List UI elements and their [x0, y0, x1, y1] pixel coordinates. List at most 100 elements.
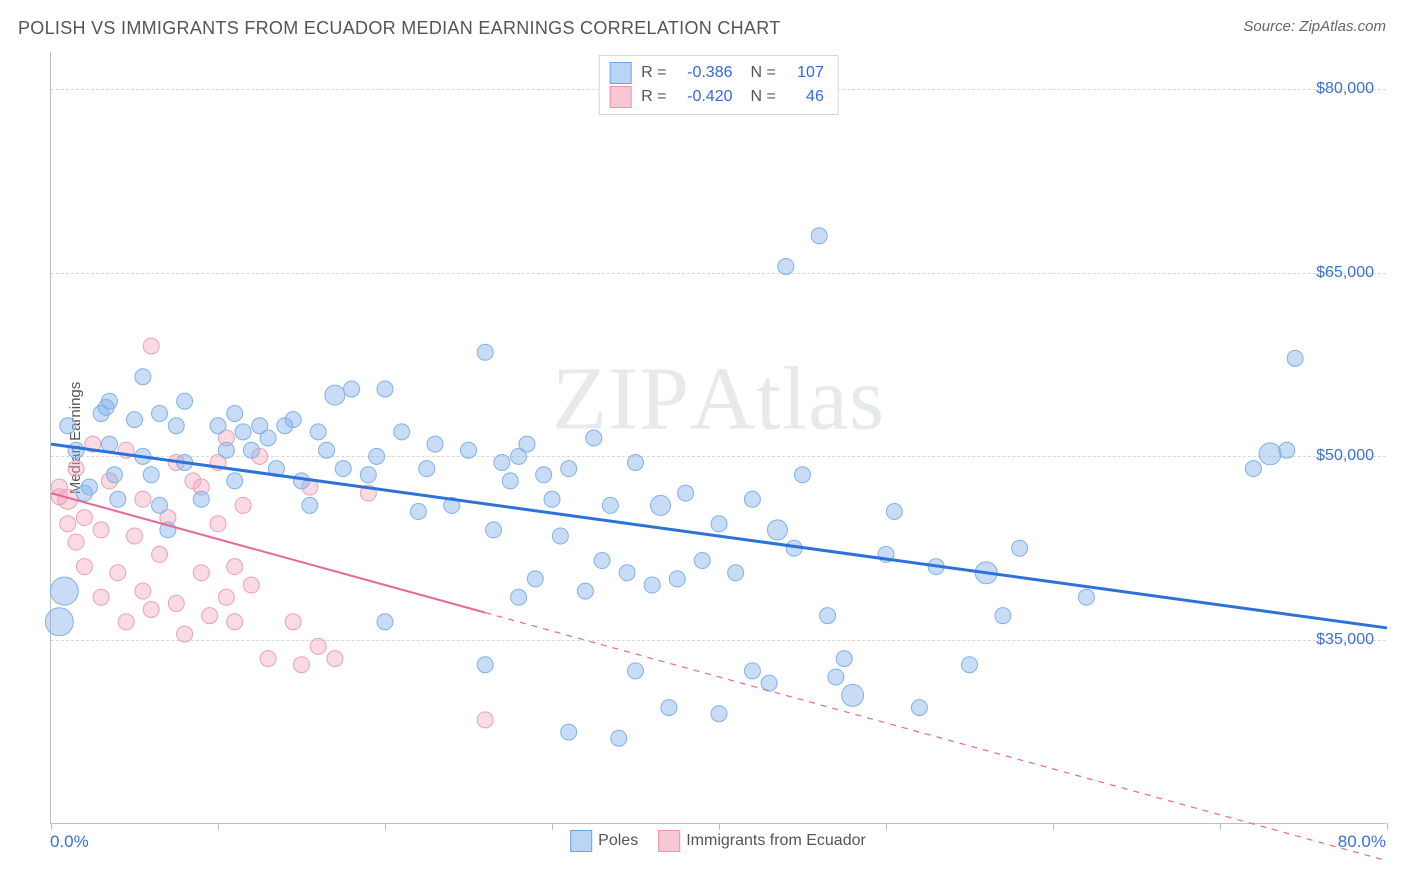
data-point: [335, 461, 351, 477]
legend-swatch: [570, 830, 592, 852]
legend-item: Poles: [570, 830, 638, 852]
x-tick: [218, 823, 219, 830]
scatter-plot-svg: [51, 52, 1386, 823]
data-point: [694, 553, 710, 569]
data-point: [1078, 589, 1094, 605]
data-point: [210, 516, 226, 532]
data-point: [193, 565, 209, 581]
data-point: [820, 608, 836, 624]
data-point: [101, 393, 117, 409]
data-point: [93, 522, 109, 538]
data-point: [602, 497, 618, 513]
data-point: [193, 491, 209, 507]
r-value: -0.386: [677, 64, 733, 82]
data-point: [327, 651, 343, 667]
data-point: [202, 608, 218, 624]
x-axis-min-label: 0.0%: [50, 832, 89, 852]
stats-row: R =-0.420N =46: [609, 85, 824, 109]
data-point: [711, 706, 727, 722]
data-point: [227, 559, 243, 575]
data-point: [68, 442, 84, 458]
data-point: [127, 528, 143, 544]
data-point: [325, 385, 345, 405]
data-point: [168, 595, 184, 611]
x-tick: [719, 823, 720, 830]
data-point: [1259, 443, 1281, 465]
data-point: [177, 626, 193, 642]
data-point: [227, 473, 243, 489]
data-point: [68, 461, 84, 477]
series-swatch: [609, 86, 631, 108]
data-point: [310, 424, 326, 440]
data-point: [60, 418, 76, 434]
n-label: N =: [751, 88, 776, 106]
data-point: [962, 657, 978, 673]
legend-item: Immigrants from Ecuador: [658, 830, 866, 852]
chart-container: Median Earnings $35,000$50,000$65,000$80…: [50, 52, 1386, 824]
data-point: [110, 491, 126, 507]
data-point: [536, 467, 552, 483]
data-point: [1012, 540, 1028, 556]
trend-line: [51, 444, 1387, 628]
data-point: [477, 657, 493, 673]
data-point: [319, 442, 335, 458]
bottom-legend: Poles Immigrants from Ecuador: [570, 830, 866, 852]
data-point: [177, 393, 193, 409]
data-point: [669, 571, 685, 587]
data-point: [494, 455, 510, 471]
x-tick: [1220, 823, 1221, 830]
data-point: [152, 497, 168, 513]
data-point: [377, 381, 393, 397]
data-point: [767, 520, 787, 540]
data-point: [285, 614, 301, 630]
data-point: [661, 700, 677, 716]
data-point: [561, 724, 577, 740]
data-point: [377, 614, 393, 630]
data-point: [260, 651, 276, 667]
data-point: [243, 577, 259, 593]
data-point: [995, 608, 1011, 624]
data-point: [394, 424, 410, 440]
data-point: [310, 638, 326, 654]
data-point: [344, 381, 360, 397]
x-tick: [1053, 823, 1054, 830]
r-label: R =: [641, 88, 666, 106]
data-point: [68, 534, 84, 550]
data-point: [93, 589, 109, 605]
data-point: [302, 497, 318, 513]
data-point: [795, 467, 811, 483]
data-point: [143, 467, 159, 483]
data-point: [118, 614, 134, 630]
data-point: [143, 602, 159, 618]
chart-title: POLISH VS IMMIGRANTS FROM ECUADOR MEDIAN…: [18, 18, 781, 39]
data-point: [711, 516, 727, 532]
data-point: [243, 442, 259, 458]
data-point: [511, 589, 527, 605]
data-point: [678, 485, 694, 501]
data-point: [152, 405, 168, 421]
legend-label: Immigrants from Ecuador: [686, 832, 866, 850]
data-point: [410, 504, 426, 520]
data-point: [260, 430, 276, 446]
x-tick: [51, 823, 52, 830]
data-point: [369, 448, 385, 464]
r-label: R =: [641, 64, 666, 82]
source-attribution: Source: ZipAtlas.com: [1243, 18, 1386, 35]
data-point: [628, 455, 644, 471]
data-point: [619, 565, 635, 581]
n-value: 46: [786, 88, 824, 106]
x-axis-labels: 0.0% 80.0% PolesImmigrants from Ecuador: [50, 832, 1386, 862]
data-point: [210, 418, 226, 434]
data-point: [477, 344, 493, 360]
data-point: [106, 467, 122, 483]
data-point: [744, 663, 760, 679]
data-point: [135, 491, 151, 507]
data-point: [586, 430, 602, 446]
data-point: [294, 657, 310, 673]
data-point: [611, 730, 627, 746]
data-point: [778, 258, 794, 274]
data-point: [842, 684, 864, 706]
data-point: [1279, 442, 1295, 458]
data-point: [227, 405, 243, 421]
correlation-stats-box: R =-0.386N =107R =-0.420N =46: [598, 55, 839, 115]
